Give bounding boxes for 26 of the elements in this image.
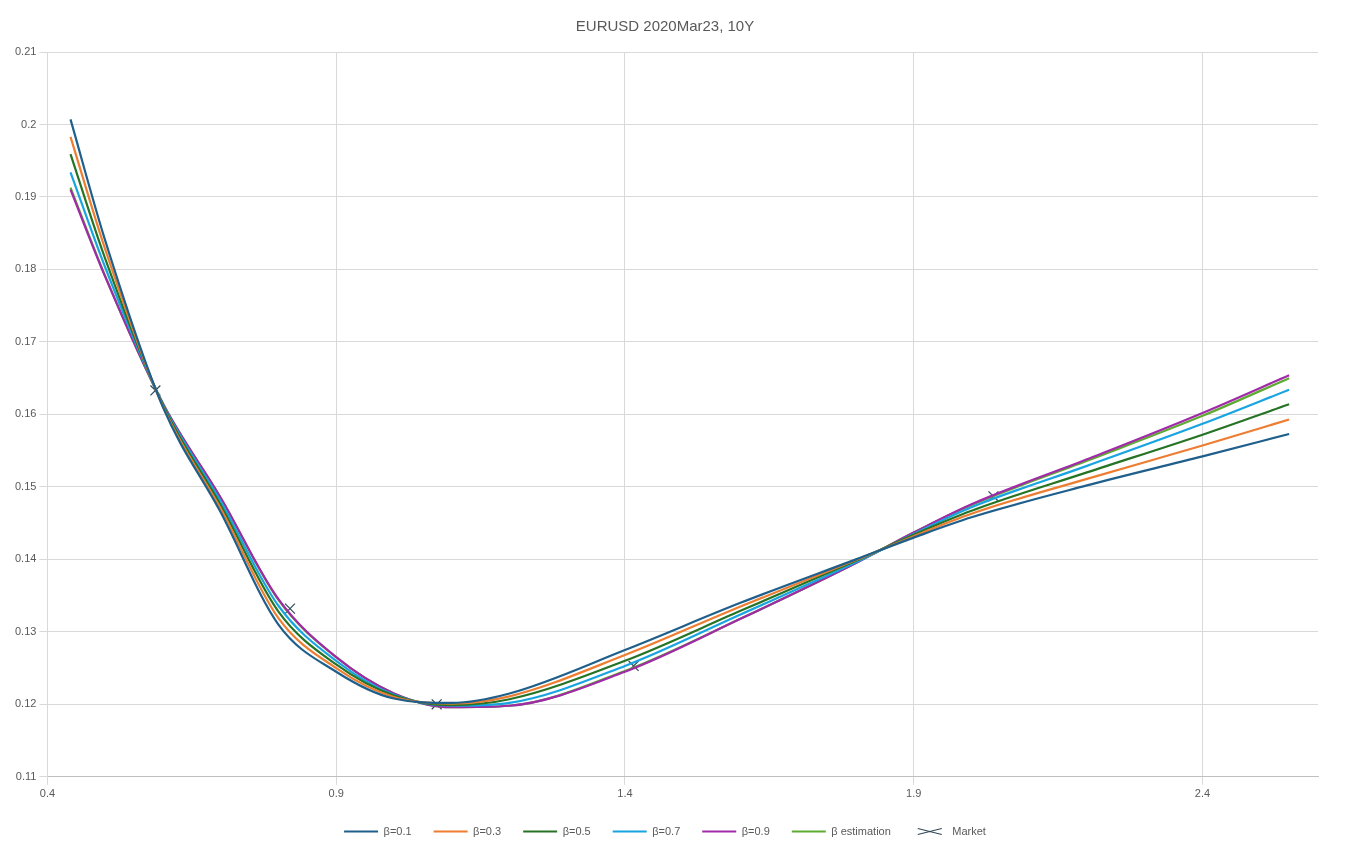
y-tick-label: 0.12: [14, 697, 37, 710]
x-tick-label: 0.9: [328, 787, 344, 800]
x-tick-label: 2.4: [1194, 787, 1211, 800]
y-tick-label: 0.13: [14, 624, 37, 637]
x-tick-label: 1.9: [906, 787, 922, 800]
legend-label: β estimation: [831, 824, 891, 837]
x-tick-label: 1.4: [617, 787, 633, 800]
y-tick-label: 0.2: [21, 117, 37, 130]
legend-label: β=0.5: [562, 824, 591, 837]
x-tick-label: 0.4: [39, 787, 56, 800]
point: [284, 603, 296, 615]
legend-label: β=0.1: [383, 824, 412, 837]
y-tick-label: 0.15: [14, 479, 37, 492]
y-tick-label: 0.21: [14, 45, 37, 58]
point: [628, 660, 640, 672]
y-tick-label: 0.17: [14, 334, 37, 347]
y-tick-label: 0.19: [14, 189, 37, 202]
legend-label: β=0.7: [652, 824, 681, 837]
legend-label: Market: [952, 824, 986, 837]
legend-label: β=0.3: [473, 824, 502, 837]
y-tick-label: 0.14: [14, 552, 37, 565]
y-tick-label: 0.11: [15, 769, 37, 782]
chart-title: EURUSD 2020Mar23, 10Y: [575, 17, 755, 35]
y-tick-label: 0.18: [14, 262, 37, 275]
y-tick-label: 0.16: [14, 407, 37, 420]
legend-label: β=0.9: [741, 824, 770, 837]
